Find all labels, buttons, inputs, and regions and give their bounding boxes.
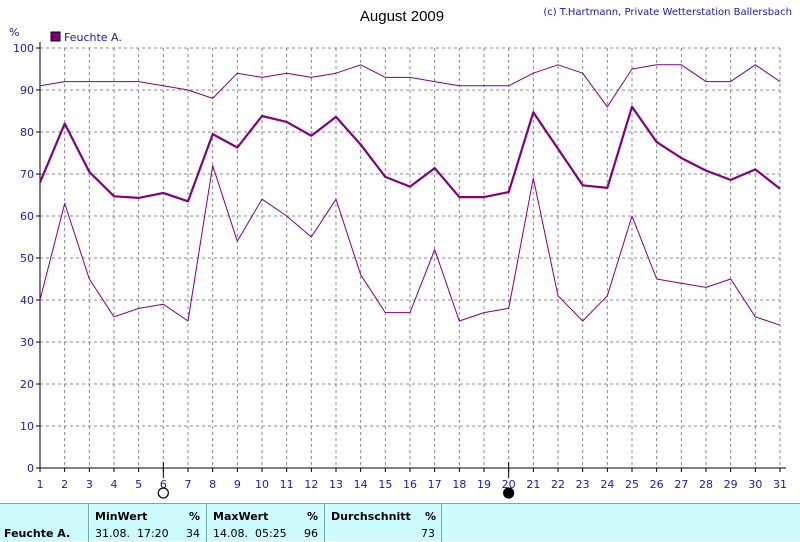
- series-line-max: [39, 64, 781, 108]
- stats-empty-cell: [441, 504, 800, 542]
- x-tick-label: 14: [354, 478, 368, 491]
- x-tick-label: 13: [329, 478, 343, 491]
- x-tick-label: 9: [234, 478, 241, 491]
- avg-header: Durchschnitt: [331, 510, 411, 523]
- y-tick-label: 50: [20, 252, 34, 265]
- stats-min-cell: MinWert % 31.08. 17:20 34: [88, 504, 206, 542]
- stats-max-cell: MaxWert % 14.08. 05:25 96: [206, 504, 324, 542]
- min-header: MinWert: [95, 510, 148, 523]
- x-tick-label: 23: [576, 478, 590, 491]
- moon-phase-markers: [157, 462, 515, 499]
- x-tick-label: 29: [724, 478, 738, 491]
- stats-sensor-name: Feuchte A.: [4, 527, 71, 540]
- y-tick-label: 40: [20, 294, 34, 307]
- stats-sensor-cell: Feuchte A.: [0, 504, 88, 542]
- max-unit: %: [307, 510, 319, 523]
- x-tick-label: 24: [600, 478, 614, 491]
- x-tick-label: 4: [111, 478, 118, 491]
- legend-label: Feuchte A.: [64, 31, 122, 44]
- x-tick-label: 21: [526, 478, 540, 491]
- x-tick-label: 8: [209, 478, 216, 491]
- y-tick-label: 70: [20, 168, 34, 181]
- y-tick-label: 30: [20, 336, 34, 349]
- x-tick-label: 2: [61, 478, 68, 491]
- x-tick-label: 26: [650, 478, 664, 491]
- stats-avg-cell: Durchschnitt % 73: [324, 504, 441, 542]
- y-axis-unit: %: [9, 26, 19, 39]
- x-tick-label: 7: [185, 478, 192, 491]
- y-tick-label: 0: [27, 462, 34, 475]
- avg-value: 73: [421, 527, 435, 540]
- series-lines: [38, 64, 781, 326]
- statistics-bar: Feuchte A. MinWert % 31.08. 17:20 34 Max…: [0, 503, 800, 542]
- x-tick-label: 15: [378, 478, 392, 491]
- series-line-min: [39, 165, 781, 326]
- humidity-chart: August 2009 (c) T.Hartmann, Private Wett…: [9, 7, 792, 499]
- max-value: 96: [304, 527, 318, 540]
- x-tick-label: 17: [428, 478, 442, 491]
- x-tick-label: 27: [674, 478, 688, 491]
- x-tick-label: 5: [135, 478, 142, 491]
- y-tick-labels: 0 10 20 30 40 50 60 70 80 90 100: [13, 42, 34, 475]
- new-moon-icon: [503, 487, 515, 499]
- avg-unit: %: [425, 510, 437, 523]
- y-tick-label: 90: [20, 84, 34, 97]
- x-tick-label: 12: [304, 478, 318, 491]
- grid-lines: [40, 47, 781, 468]
- x-tick-label: 6: [160, 478, 167, 491]
- max-time: 14.08. 05:25: [213, 527, 287, 540]
- x-tick-label: 28: [699, 478, 713, 491]
- x-tick-label: 22: [551, 478, 565, 491]
- y-tick-label: 60: [20, 210, 34, 223]
- x-tick-label: 18: [452, 478, 466, 491]
- x-tick-label: 11: [280, 478, 294, 491]
- y-tick-label: 10: [20, 420, 34, 433]
- max-header: MaxWert: [213, 510, 269, 523]
- legend-swatch: [50, 31, 61, 42]
- x-tick-label: 25: [625, 478, 639, 491]
- copyright-note: (c) T.Hartmann, Private Wetterstation Ba…: [543, 7, 792, 18]
- x-tick-label: 30: [748, 478, 762, 491]
- x-tick-labels: 1 2 3 4 5 6 7 8 9 10 11 12 13 14 15 16 17 18 19 20 21 22 23 24 2…: [37, 478, 788, 491]
- x-tick-label: 10: [255, 478, 269, 491]
- chart-title: August 2009: [360, 8, 444, 25]
- y-tick-label: 20: [20, 378, 34, 391]
- min-unit: %: [189, 510, 201, 523]
- x-tick-label: 3: [86, 478, 93, 491]
- min-time: 31.08. 17:20: [95, 527, 169, 540]
- x-tick-label: 31: [773, 478, 787, 491]
- full-moon-icon: [157, 487, 169, 499]
- y-tick-label: 80: [20, 126, 34, 139]
- min-value: 34: [186, 527, 200, 540]
- x-tick-label: 19: [477, 478, 491, 491]
- x-tick-label: 16: [403, 478, 417, 491]
- x-tick-label: 1: [37, 478, 44, 491]
- axes: [36, 42, 786, 472]
- y-tick-label: 100: [13, 42, 34, 55]
- x-tick-label: 20: [502, 478, 516, 491]
- series-line-avg: [38, 105, 781, 203]
